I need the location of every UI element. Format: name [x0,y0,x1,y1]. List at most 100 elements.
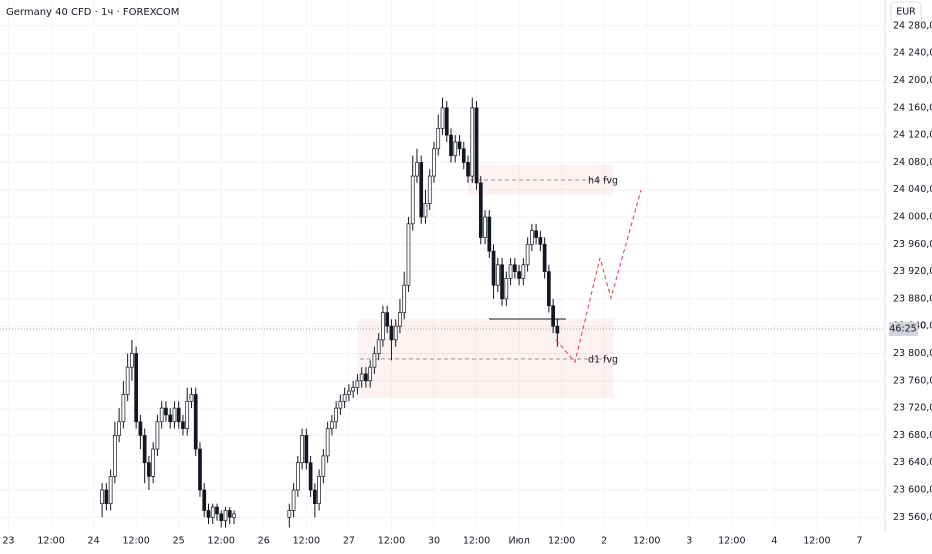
candle-body [295,462,300,491]
candle-body [134,353,139,423]
candle-body [321,455,326,477]
h4-label: h4 fvg [588,176,618,187]
candle-body [121,394,126,423]
candle-body [402,284,407,313]
candle-body [512,264,517,272]
candle-body [436,127,441,150]
candle-body [453,141,458,156]
candle-body [478,182,483,238]
x-tick-label: 4 [771,536,777,547]
x-tick-label: 2 [601,536,607,547]
candles [100,97,560,528]
candle-body [232,513,236,518]
candle-body [227,510,232,518]
y-tick-label: 24 240,0 [893,48,932,59]
x-tick-label: 3 [686,536,692,547]
x-tick-label: 26 [258,536,270,547]
candle-body [215,506,219,515]
candle-body [364,373,368,382]
candle-body [427,175,432,204]
candle-body [547,271,551,307]
candle-body [168,414,173,423]
candle-body [159,407,164,423]
y-tick-label: 24 000,0 [893,212,932,223]
candle-body [151,448,156,477]
candle-body [113,435,117,477]
candle-body [389,325,394,341]
candle-body [130,353,134,368]
candle-body [538,237,543,245]
candle-body [206,510,211,518]
candle-body [189,394,194,402]
candle-body [210,506,215,518]
candle-body [406,223,411,286]
y-tick-label: 23 800,0 [893,348,932,359]
y-tick-label: 23 560,0 [893,512,932,523]
candle-body [223,510,228,522]
x-tick-label: 12:00 [37,536,64,547]
candle-body [487,216,492,252]
candle-body [376,339,381,354]
candle-body [551,305,555,327]
y-tick-label: 23 920,0 [893,266,932,277]
candle-body [185,400,190,429]
currency-label[interactable]: EUR [896,7,916,18]
candle-body [534,230,538,238]
axes: 23 560,0 23 600,0 23 640,0 23 680,0 23 720,0… [2,20,932,546]
candle-body [521,264,526,279]
candle-body [457,141,462,150]
y-tick-label: 24 080,0 [893,157,932,168]
d1-label: d1 fvg [588,355,618,366]
x-tick-label: 12:00 [463,536,490,547]
candle-body [104,489,109,505]
candle-body [555,325,560,334]
candle-body [219,513,224,522]
x-tick-label: 24 [88,536,100,547]
candle-body [181,421,185,429]
candle-body [176,407,181,423]
candle-body [410,175,415,225]
candle-body [415,162,419,177]
x-tick-label: 12:00 [122,536,149,547]
candle-body [419,162,424,218]
x-tick-label: 27 [343,536,355,547]
candle-body [155,421,160,450]
candle-body [100,489,104,505]
candle-body [147,462,151,477]
candle-body [300,435,304,464]
candle-body [385,312,390,327]
candle-body [517,271,521,279]
y-tick-label: 23 680,0 [893,430,932,441]
y-tick-label: 23 720,0 [893,403,932,414]
candle-body [347,390,351,395]
candle-body [117,421,121,436]
x-tick-label: 12:00 [803,536,830,547]
currency-button[interactable] [890,1,922,23]
x-tick-label: 12:00 [633,536,660,547]
candle-body [351,387,355,392]
y-tick-label: 23 760,0 [893,375,932,386]
candle-body [508,264,513,279]
x-tick-label: 12:00 [378,536,405,547]
candle-body [470,107,475,177]
y-tick-label: 24 120,0 [893,130,932,141]
candle-body [325,428,330,457]
candle-body [198,448,202,491]
y-tick-label: 24 160,0 [893,102,932,113]
candle-body [330,421,334,429]
y-tick-label: 23 640,0 [893,457,932,468]
candle-body [368,366,373,382]
candle-body [525,243,530,266]
candle-body [334,407,338,423]
x-tick-label: 23 [2,536,14,547]
price-tail: 0 [920,321,926,332]
y-tick-label: 23 960,0 [893,239,932,250]
candle-body [504,278,509,300]
countdown-box [889,322,918,336]
candle-body [444,107,449,136]
candle-body [398,312,402,327]
candle-body [317,476,321,505]
